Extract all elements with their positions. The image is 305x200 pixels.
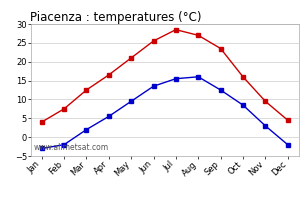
Text: Piacenza : temperatures (°C): Piacenza : temperatures (°C) bbox=[30, 11, 202, 24]
Text: www.allmetsat.com: www.allmetsat.com bbox=[33, 143, 108, 152]
